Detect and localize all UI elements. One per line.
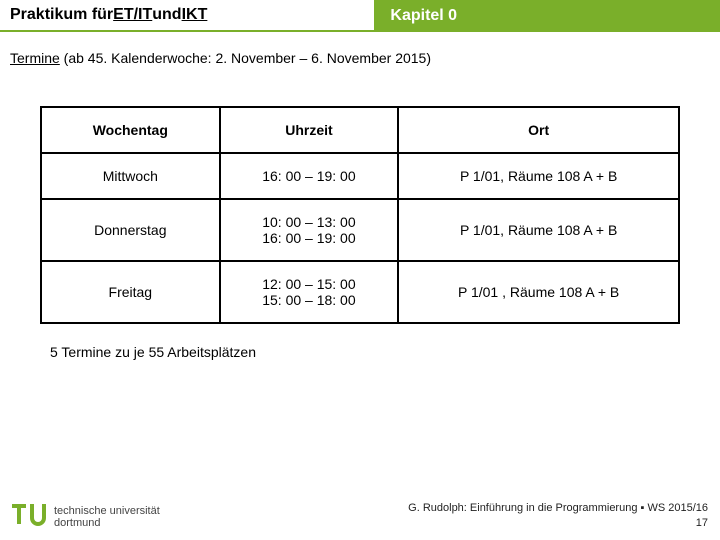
cell-place: P 1/01 , Räume 108 A + B	[398, 261, 679, 323]
subtitle-underlined: Termine	[10, 50, 60, 66]
cell-place: P 1/01, Räume 108 A + B	[398, 153, 679, 199]
logo-text: technische universität dortmund	[54, 505, 160, 529]
tu-logo-icon	[12, 504, 46, 530]
cell-day: Mittwoch	[41, 153, 220, 199]
note: 5 Termine zu je 55 Arbeitsplätzen	[50, 344, 720, 360]
footer-line: G. Rudolph: Einführung in die Programmie…	[408, 501, 708, 515]
cell-day: Donnerstag	[41, 199, 220, 261]
schedule-table-wrap: Wochentag Uhrzeit Ort Mittwoch 16: 00 – …	[40, 106, 680, 324]
header-prefix: Praktikum für	[10, 6, 113, 24]
chapter-badge: Kapitel 0	[374, 0, 720, 32]
subtitle-rest: (ab 45. Kalenderwoche: 2. November – 6. …	[60, 50, 431, 66]
footer-page: 17	[408, 516, 708, 530]
col-header-day: Wochentag	[41, 107, 220, 153]
cell-place: P 1/01, Räume 108 A + B	[398, 199, 679, 261]
table-row: Mittwoch 16: 00 – 19: 00 P 1/01, Räume 1…	[41, 153, 679, 199]
table-row: Freitag 12: 00 – 15: 00 15: 00 – 18: 00 …	[41, 261, 679, 323]
chapter-label: Kapitel 0	[390, 7, 457, 25]
cell-time: 10: 00 – 13: 00 16: 00 – 19: 00	[220, 199, 399, 261]
header-mid: und	[152, 6, 181, 24]
header-em2: IKT	[182, 6, 208, 24]
cell-time: 12: 00 – 15: 00 15: 00 – 18: 00	[220, 261, 399, 323]
col-header-time: Uhrzeit	[220, 107, 399, 153]
footer: G. Rudolph: Einführung in die Programmie…	[408, 501, 708, 530]
table-row: Donnerstag 10: 00 – 13: 00 16: 00 – 19: …	[41, 199, 679, 261]
header-bar: Praktikum für ET/IT und IKT Kapitel 0	[0, 0, 720, 32]
header-em1: ET/IT	[113, 6, 152, 24]
header-left: Praktikum für ET/IT und IKT	[0, 0, 374, 32]
cell-day: Freitag	[41, 261, 220, 323]
logo-line2: dortmund	[54, 517, 160, 529]
subtitle: Termine (ab 45. Kalenderwoche: 2. Novemb…	[10, 50, 720, 66]
col-header-place: Ort	[398, 107, 679, 153]
logo-area: technische universität dortmund	[12, 504, 160, 530]
logo-line1: technische universität	[54, 505, 160, 517]
cell-time: 16: 00 – 19: 00	[220, 153, 399, 199]
schedule-table: Wochentag Uhrzeit Ort Mittwoch 16: 00 – …	[40, 106, 680, 324]
table-header-row: Wochentag Uhrzeit Ort	[41, 107, 679, 153]
